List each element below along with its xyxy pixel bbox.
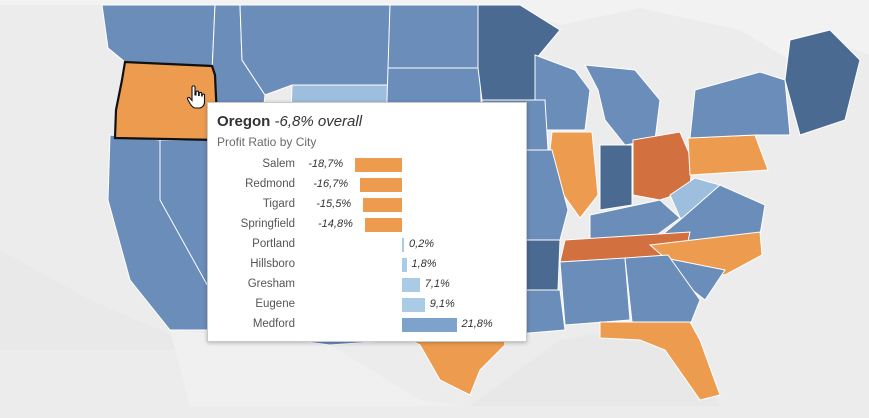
city-label: Redmond (245, 178, 295, 190)
pacific-region (0, 250, 210, 350)
profit-ratio-bar (402, 278, 420, 292)
state-oregon[interactable] (113, 60, 220, 142)
city-label: Hillsboro (250, 258, 295, 270)
city-label: Eugene (255, 298, 295, 310)
city-label: Portland (252, 238, 295, 250)
profit-ratio-bar (355, 158, 402, 172)
city-label: Medford (252, 318, 295, 330)
gulf-region (470, 330, 720, 406)
profit-ratio-value: 7,1% (424, 278, 450, 290)
hand-cursor-icon (186, 85, 206, 109)
profit-ratio-bar (402, 298, 425, 312)
profit-ratio-value: -15,5% (316, 198, 352, 210)
tooltip-state-name: Oregon (217, 113, 271, 130)
state-indiana[interactable] (599, 144, 633, 211)
profit-ratio-bar (402, 258, 407, 272)
profit-ratio-value: 1,8% (411, 258, 437, 270)
profit-ratio-value: 9,1% (429, 298, 455, 310)
profit-ratio-value: 0,2% (409, 238, 435, 250)
city-label: Gresham (247, 278, 295, 290)
state-new-york[interactable] (689, 71, 791, 139)
city-label: Tigard (262, 198, 295, 210)
mexico-region (170, 330, 460, 406)
profit-ratio-value: -18,7% (308, 158, 344, 170)
state-kentucky[interactable] (589, 199, 681, 241)
tooltip-title: Oregon -6,8% overall (217, 113, 362, 130)
state-north-dakota[interactable] (387, 4, 479, 69)
state-montana[interactable] (239, 4, 391, 96)
state-mississippi-alabama[interactable] (559, 257, 631, 326)
profit-ratio-value: -16,7% (313, 178, 349, 190)
state-new-england[interactable] (784, 29, 861, 136)
city-label: Springfield (240, 218, 295, 230)
tooltip-panel: Oregon -6,8% overall Profit Ratio by Cit… (207, 102, 527, 342)
profit-ratio-bar (363, 198, 402, 212)
profit-ratio-bar (402, 318, 457, 332)
state-pennsylvania[interactable] (687, 134, 769, 176)
city-label: Salem (262, 158, 295, 170)
profit-ratio-bar (402, 238, 404, 252)
profit-ratio-bar (365, 218, 402, 232)
canada-region (0, 0, 869, 60)
state-georgia[interactable] (624, 254, 701, 326)
profit-ratio-value: 21,8% (461, 318, 493, 330)
state-florida[interactable] (599, 321, 721, 401)
profit-ratio-bar (360, 178, 402, 192)
profit-ratio-value: -14,8% (318, 218, 353, 230)
tooltip-overall-value: -6,8% overall (274, 113, 363, 130)
tooltip-subtitle: Profit Ratio by City (217, 135, 317, 149)
